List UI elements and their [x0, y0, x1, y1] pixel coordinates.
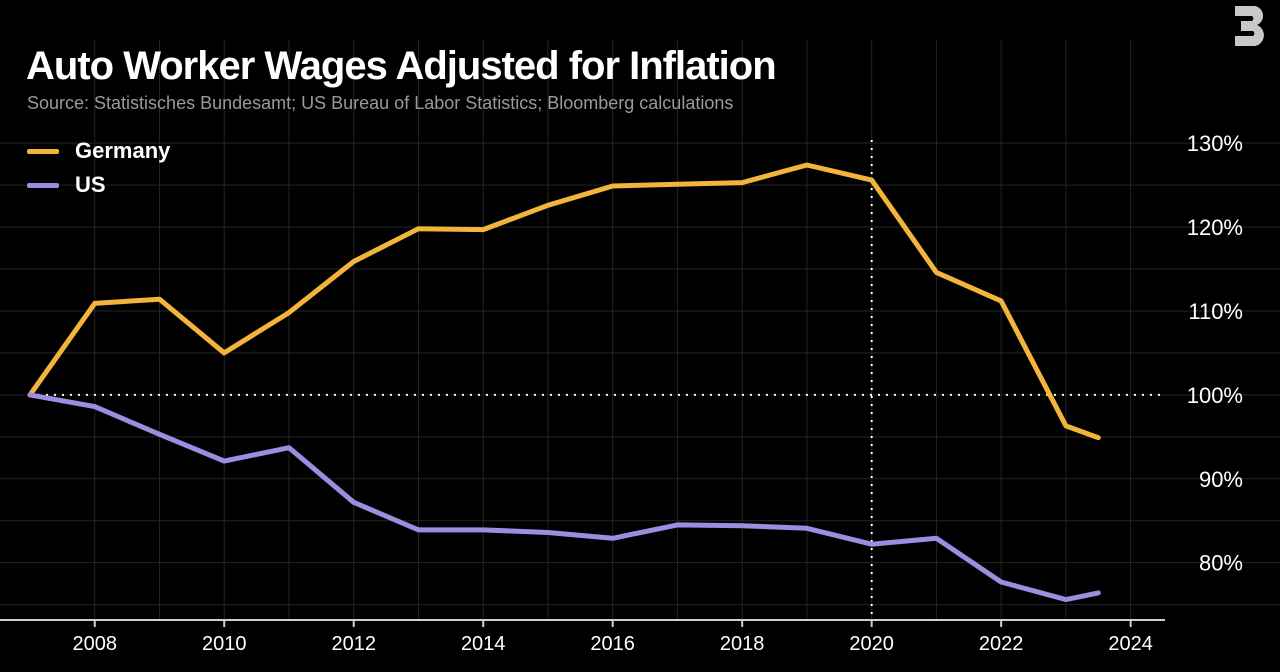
reference-lines [30, 140, 1163, 615]
legend-item-germany: Germany [27, 134, 170, 168]
x-tick-label: 2008 [72, 633, 117, 655]
chart-subtitle: Source: Statistisches Bundesamt; US Bure… [27, 93, 734, 113]
y-tick-label: 90% [1199, 467, 1243, 492]
legend-swatch-germany [27, 148, 59, 154]
legend-item-us: US [27, 168, 170, 202]
series-line-germany [27, 162, 1101, 441]
y-tick-label: 110% [1188, 299, 1243, 324]
x-axis [0, 619, 1165, 627]
y-tick-label: 120% [1187, 215, 1243, 240]
chart-title: Auto Worker Wages Adjusted for Inflation [26, 44, 777, 88]
y-tick-labels: 130% 120% 110% 100% 90% 80% [1187, 131, 1243, 575]
bloomberg-logo-icon [1235, 6, 1264, 46]
x-tick-label: 2020 [849, 633, 894, 655]
legend-swatch-us [27, 182, 59, 188]
legend: Germany US [27, 134, 170, 202]
grid-layer [0, 40, 1280, 620]
y-tick-label: 130% [1187, 131, 1243, 156]
x-tick-labels: 2008 2010 2012 2014 2016 2018 2020 2022 2024 [72, 633, 1152, 655]
x-tick-label: 2010 [202, 633, 247, 655]
x-tick-label: 2024 [1108, 633, 1153, 655]
x-tick-label: 2022 [979, 633, 1024, 655]
series-line-us [27, 392, 1101, 603]
legend-label-us: US [75, 172, 106, 197]
x-tick-label: 2012 [331, 633, 376, 655]
y-tick-label: 100% [1187, 383, 1243, 408]
legend-label-germany: Germany [75, 138, 171, 163]
series-layer [27, 162, 1101, 603]
y-tick-label: 80% [1199, 551, 1243, 576]
x-tick-label: 2018 [720, 633, 765, 655]
x-tick-label: 2014 [461, 633, 506, 655]
x-tick-label: 2016 [590, 633, 635, 655]
